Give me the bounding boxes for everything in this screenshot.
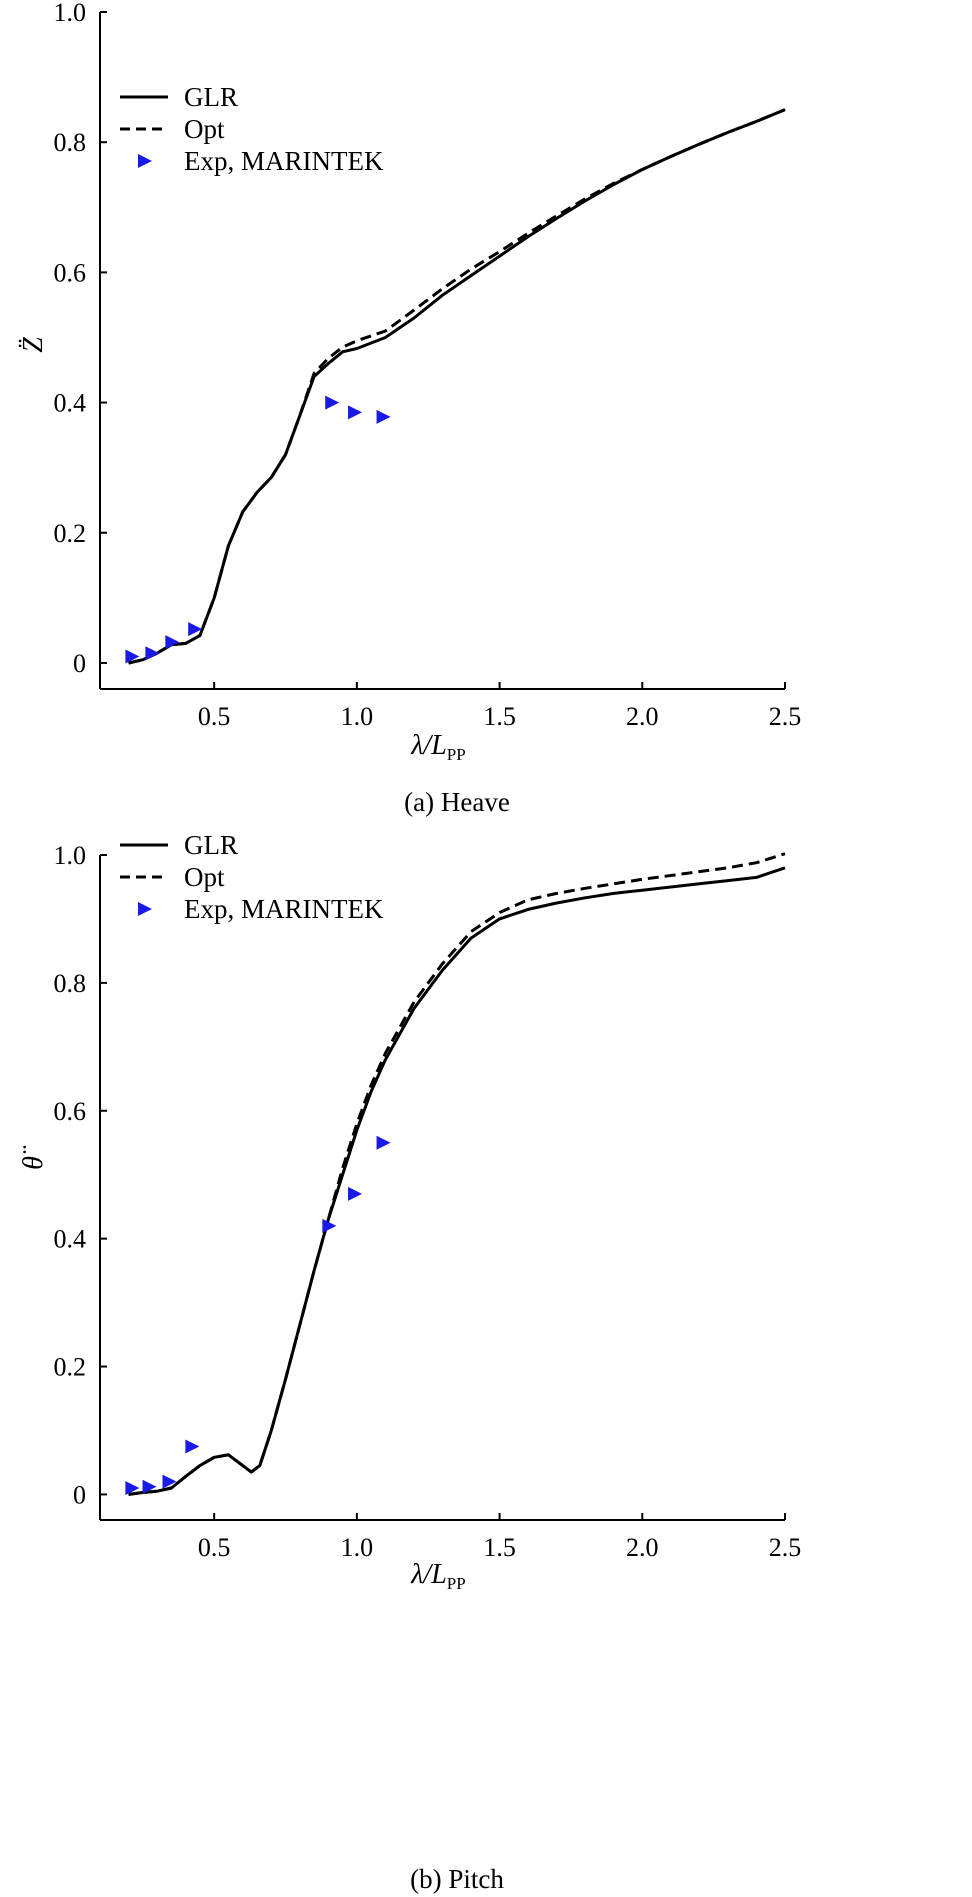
x-tick-label: 0.5 <box>198 1533 231 1562</box>
y-tick-label: 0.6 <box>54 1097 87 1126</box>
exp-marker-point <box>348 1186 363 1201</box>
exp-marker-point <box>165 635 180 650</box>
series-line-glr <box>128 866 786 1496</box>
y-axis-label: Z̈ <box>18 337 49 353</box>
figure-caption: (a) Heave <box>404 787 510 817</box>
legend-marker-exp <box>138 154 152 168</box>
x-axis-label-main: λ/L <box>410 730 446 761</box>
y-tick-label: 0.8 <box>54 128 87 157</box>
x-tick-label: 1.5 <box>483 702 516 731</box>
y-tick-label: 0.6 <box>54 258 87 287</box>
x-tick-label: 1.0 <box>341 702 374 731</box>
x-axis-label: λ/LPP <box>410 1559 465 1593</box>
x-axis-label-subscript: PP <box>447 745 466 764</box>
y-tick-label: 0.8 <box>54 969 87 998</box>
x-tick-label: 2.5 <box>769 702 802 731</box>
y-tick-label: 0.4 <box>54 1225 87 1254</box>
y-tick-label: 0 <box>73 1480 86 1509</box>
x-tick-label: 1.5 <box>483 1533 516 1562</box>
x-tick-label: 2.0 <box>626 702 659 731</box>
exp-marker-point <box>376 409 391 424</box>
x-axis-label-subscript: PP <box>447 1574 466 1593</box>
legend-label: Opt <box>184 862 225 892</box>
exp-marker-point <box>325 395 340 410</box>
legend-marker-exp <box>138 902 152 916</box>
exp-marker-point <box>376 1135 391 1150</box>
exp-marker-point <box>145 646 160 661</box>
y-tick-label: 0.2 <box>54 519 87 548</box>
exp-marker-point <box>185 1439 200 1454</box>
figure-caption: (b) Pitch <box>410 1864 504 1894</box>
exp-marker-point <box>348 405 363 420</box>
y-tick-label: 0.4 <box>54 389 87 418</box>
y-tick-label: 1.0 <box>54 841 87 870</box>
x-tick-label: 2.5 <box>769 1533 802 1562</box>
x-tick-label: 2.0 <box>626 1533 659 1562</box>
exp-marker-point <box>125 1481 140 1496</box>
y-tick-label: 0.2 <box>54 1353 87 1382</box>
y-axis-label: θ̈ <box>18 1145 49 1170</box>
exp-marker-point <box>188 622 203 637</box>
legend-label: GLR <box>184 82 238 112</box>
x-tick-label: 0.5 <box>198 702 231 731</box>
y-tick-label: 0 <box>73 649 86 678</box>
series-line-opt <box>128 108 786 665</box>
chart-panel-heave: 0 0.2 0.4 0.6 0.8 1.0 0.5 1.0 1.5 2.0 2.5 λ/LPP Z̈ GL… <box>18 0 801 817</box>
legend-label: GLR <box>184 830 238 860</box>
chart-panel-pitch: 0 0.2 0.4 0.6 0.8 1.0 0.5 1.0 1.5 2.0 2.5 λ/LPP θ̈ GL… <box>18 830 801 1894</box>
x-tick-label: 1.0 <box>341 1533 374 1562</box>
legend-label: Exp, MARINTEK <box>184 894 384 924</box>
y-tick-label: 1.0 <box>54 0 87 27</box>
legend-label: Exp, MARINTEK <box>184 146 384 176</box>
x-axis-label: λ/LPP <box>410 730 465 764</box>
x-axis-label-main: λ/L <box>410 1559 446 1590</box>
exp-marker-point <box>125 649 140 664</box>
series-line-glr <box>128 108 786 665</box>
exp-marker-point <box>142 1479 157 1494</box>
exp-marker-point <box>322 1218 337 1233</box>
exp-marker-point <box>162 1474 177 1489</box>
series-line-opt <box>128 852 786 1496</box>
legend-label: Opt <box>184 114 225 144</box>
